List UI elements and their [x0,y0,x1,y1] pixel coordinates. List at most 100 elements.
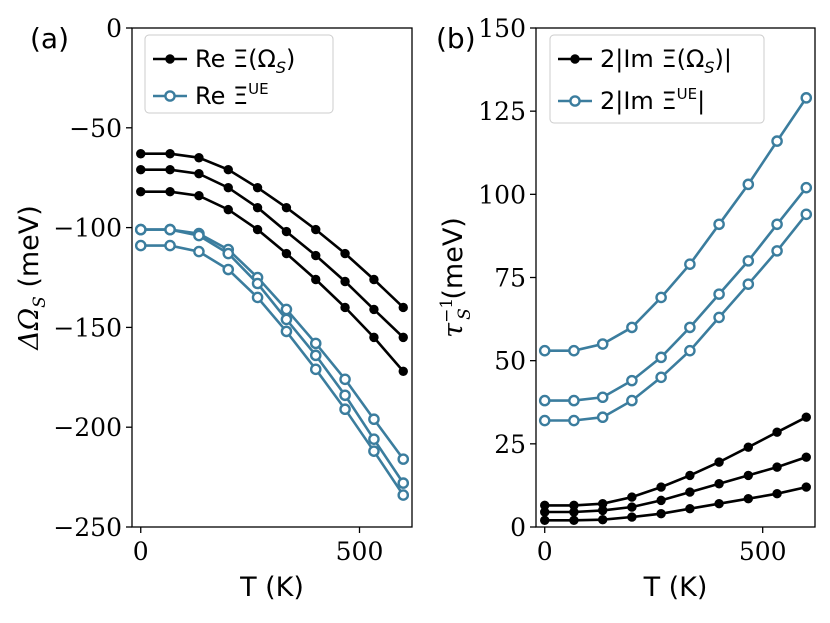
data-point [569,507,579,517]
series-1 [540,412,811,511]
x-tick-label: 0 [133,537,149,566]
data-point [800,92,813,104]
series-line [544,455,807,514]
series-line [544,186,808,402]
data-point [596,338,609,350]
data-point [597,505,608,516]
legend-label: Re ΞUE [195,80,269,110]
data-point [568,414,580,427]
data-point [772,427,782,437]
legend-marker [570,54,580,64]
data-point [193,229,205,242]
data-point [540,507,550,517]
legend-box [549,34,765,124]
data-point [309,337,322,350]
data-point [280,313,293,326]
series-2 [136,165,408,343]
data-point [369,274,379,285]
series-5 [538,181,813,407]
y-tick-label: 0 [106,14,122,43]
y-tick-label: 25 [494,430,526,459]
data-point [164,239,176,252]
legend-entry: Re ΞUE [153,80,269,110]
data-point [596,411,609,424]
data-point [223,182,233,193]
y-tick-label: 50 [494,347,526,376]
data-point [684,321,696,334]
data-point [397,453,410,465]
data-point [626,394,638,407]
data-point [684,258,696,270]
data-point [165,165,175,175]
data-point [339,403,351,416]
data-point [655,291,667,304]
y-tick-label: −250 [53,513,122,542]
data-point [627,502,637,512]
data-point [742,278,755,290]
y-tick-label: −200 [53,413,122,442]
data-point [339,373,351,386]
series-2 [540,452,811,517]
y-tick-label: 100 [478,180,526,209]
data-point [743,442,754,452]
x-axis-label: T (K) [239,572,304,603]
data-point [368,413,380,426]
series-line [544,416,807,507]
data-point [281,226,292,237]
y-tick-label: −100 [53,214,122,243]
data-point [194,169,204,179]
data-point [568,344,580,357]
data-point [398,366,408,377]
data-point [714,479,724,489]
series-line [140,228,405,484]
data-point [685,470,695,481]
data-point [772,462,782,472]
data-point [771,218,783,231]
series-6 [134,239,410,501]
data-point [164,223,176,236]
data-point [193,245,205,258]
data-point [800,181,813,194]
data-point [251,277,264,290]
data-point [222,263,235,276]
data-point [742,255,755,267]
data-point [397,489,410,501]
data-point [398,302,408,313]
data-point [742,178,755,191]
series-line [140,168,405,339]
data-point [339,389,351,402]
data-point [397,477,410,489]
data-point [743,470,754,481]
legend-label: 2|Im ΞUE| [600,85,705,115]
data-point [568,394,580,407]
x-tick-label: 0 [537,537,553,566]
data-point [134,239,147,252]
data-point [538,344,551,357]
y-tick-label: 150 [478,14,526,43]
data-point [340,248,350,259]
data-point [252,224,263,235]
data-point [713,311,725,324]
data-point [713,288,725,300]
y-tick-label: 75 [494,264,526,293]
series-line [140,152,405,309]
data-point [311,274,321,285]
data-point [280,303,293,316]
data-point [251,291,264,304]
data-point [801,452,811,462]
data-point [771,135,783,147]
data-point [655,371,667,384]
series-4 [538,92,813,357]
panel-label: (b) [436,22,476,55]
series-line [140,244,405,496]
data-point [136,149,146,159]
data-point [194,190,204,201]
data-point [627,512,637,522]
y-axis-label: ΔΩS (meV) [14,205,50,351]
data-point [252,182,263,193]
data-point [309,349,322,362]
legend-marker [165,54,175,64]
data-point [538,414,551,427]
data-point [223,204,233,215]
